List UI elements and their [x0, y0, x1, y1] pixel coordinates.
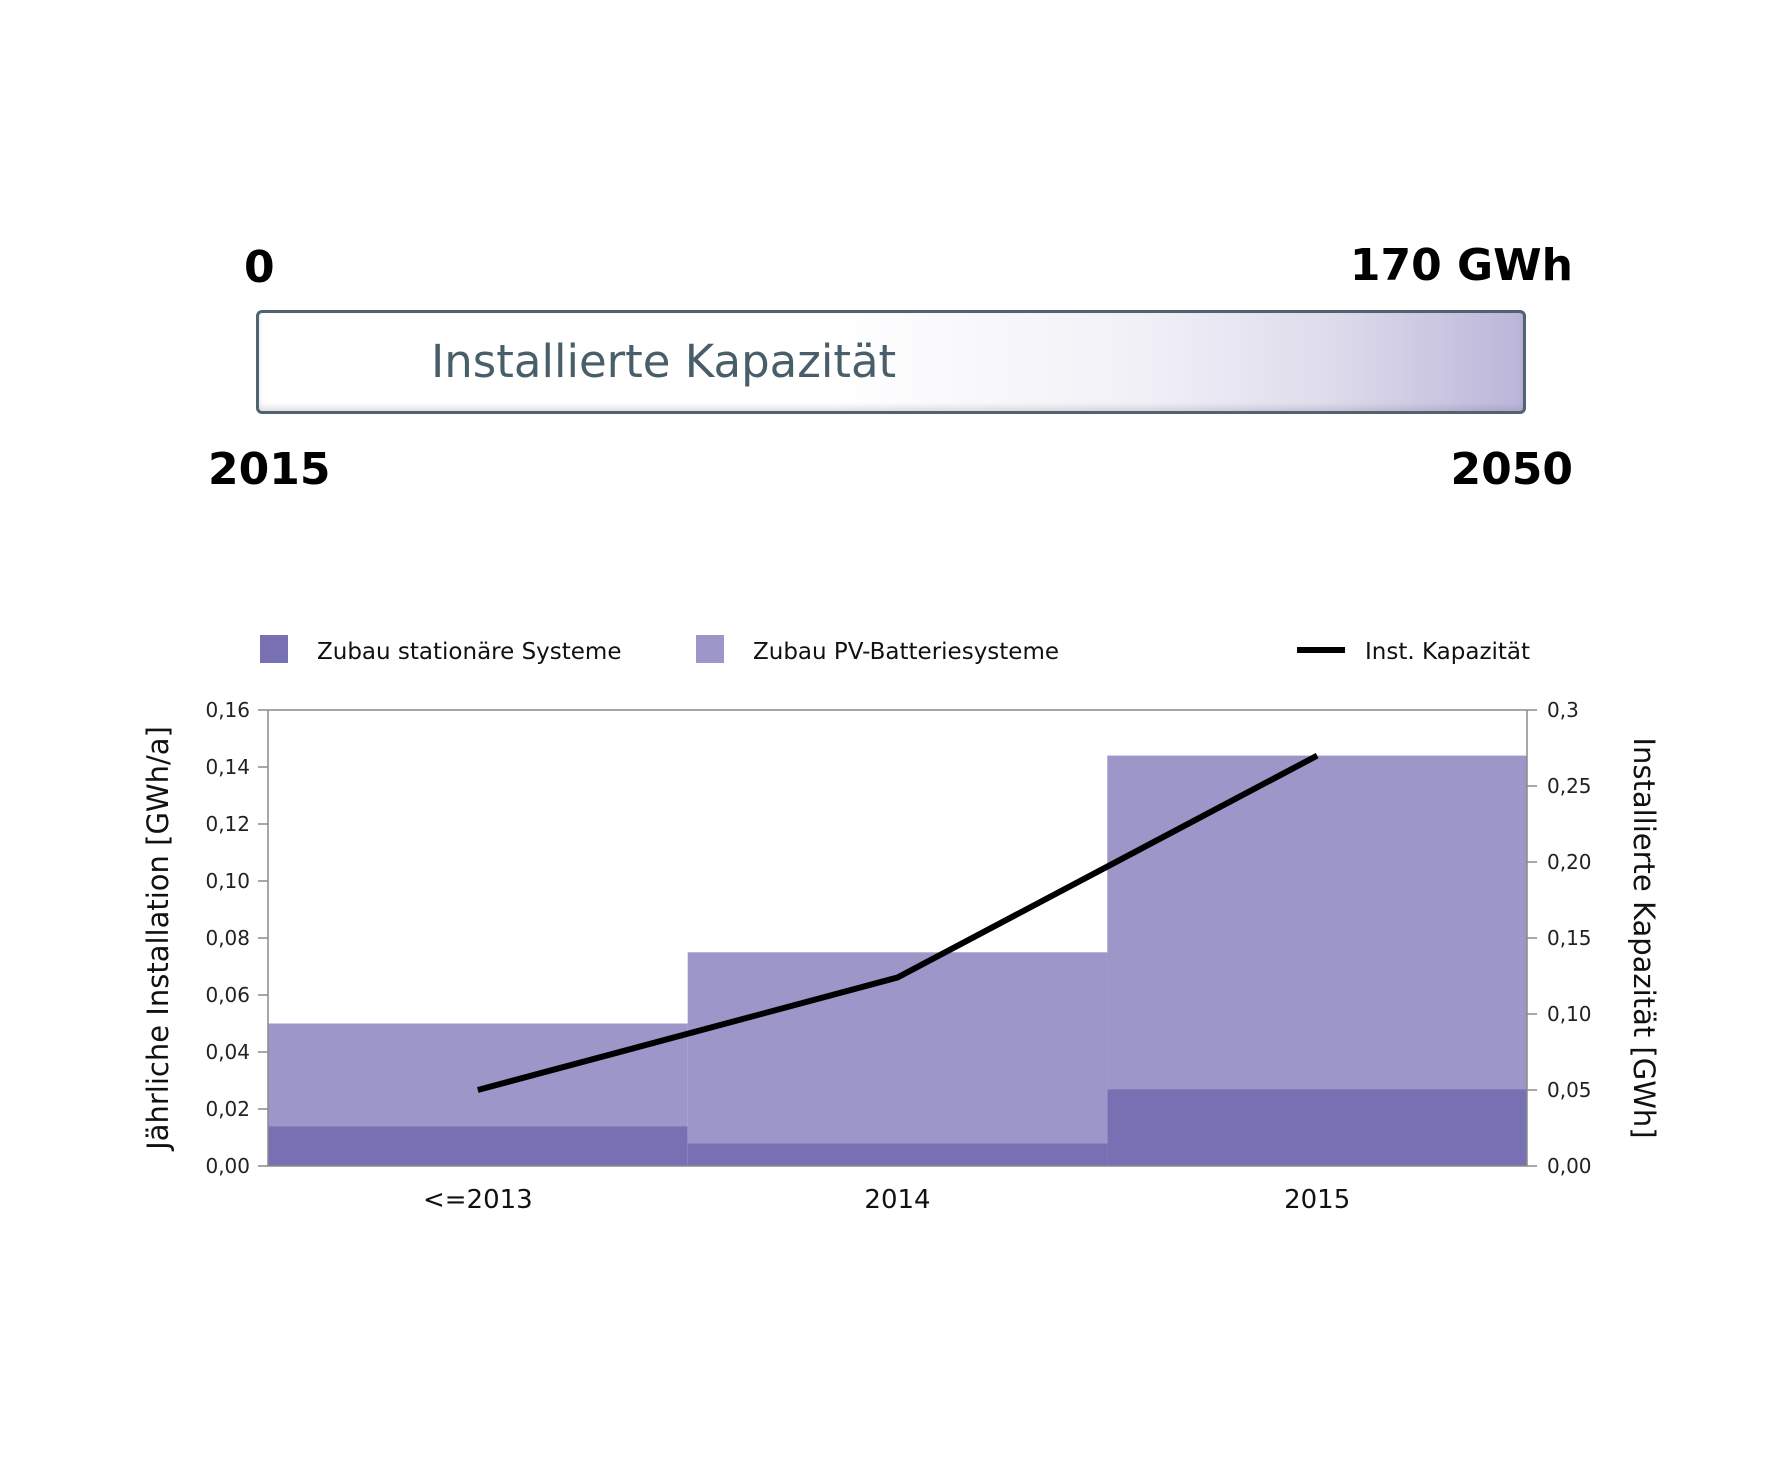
y-axis-title: Jährliche Installation [GWh/a] — [141, 726, 175, 1152]
legend-stationary-swatch — [260, 635, 288, 663]
capacity-bar: Installierte Kapazität — [256, 310, 1526, 414]
right-tick-label: 0,20 — [1547, 850, 1592, 874]
legend-inst-capacity-label: Inst. Kapazität — [1365, 639, 1530, 665]
right-tick-label: 0,25 — [1547, 774, 1592, 798]
left-tick-label: 0,04 — [205, 1040, 250, 1064]
bar-stationary-1 — [687, 1143, 1108, 1166]
scale-max-label: 170 GWh — [1349, 240, 1573, 291]
left-tick-label: 0,06 — [205, 983, 250, 1007]
legend-pv-battery-label: Zubau PV-Batteriesysteme — [753, 639, 1059, 665]
bar-pv-battery-1 — [687, 952, 1108, 1144]
installation-chart: 0,00 0,02 0,04 0,06 0,08 0,10 0,12 0,14 0,16 0,00… — [141, 635, 1661, 1215]
capacity-scale: 0 170 GWh Installierte Kapazität 2015 20… — [0, 0, 1771, 560]
legend-pv-battery-swatch — [696, 635, 724, 663]
right-tick-label: 0,3 — [1547, 698, 1579, 722]
left-tick-label: 0,16 — [205, 698, 250, 722]
y2-axis-title: Installierte Kapazität [GWh] — [1627, 737, 1661, 1138]
scale-end-year: 2050 — [1450, 444, 1573, 495]
right-tick-label: 0,10 — [1547, 1002, 1592, 1026]
x-tick-label: <=2013 — [423, 1185, 533, 1215]
bar-stationary-0 — [268, 1126, 688, 1166]
left-tick-label: 0,02 — [205, 1097, 250, 1121]
scale-min-label: 0 — [244, 242, 275, 293]
left-tick-label: 0,08 — [205, 926, 250, 950]
bar-stationary-2 — [1107, 1089, 1527, 1166]
left-tick-label: 0,14 — [205, 755, 250, 779]
right-tick-label: 0,00 — [1547, 1154, 1592, 1178]
bar-pv-battery-2 — [1107, 755, 1527, 1090]
right-tick-label: 0,05 — [1547, 1078, 1592, 1102]
left-tick-label: 0,00 — [205, 1154, 250, 1178]
x-tick-label: 2014 — [864, 1185, 930, 1215]
legend-stationary-label: Zubau stationäre Systeme — [317, 639, 622, 665]
capacity-bar-label: Installierte Kapazität — [431, 335, 897, 388]
left-tick-label: 0,12 — [205, 812, 250, 836]
scale-start-year: 2015 — [208, 444, 331, 495]
left-tick-label: 0,10 — [205, 869, 250, 893]
right-tick-label: 0,15 — [1547, 926, 1592, 950]
x-tick-label: 2015 — [1284, 1185, 1350, 1215]
bar-pv-battery-0 — [268, 1023, 688, 1127]
